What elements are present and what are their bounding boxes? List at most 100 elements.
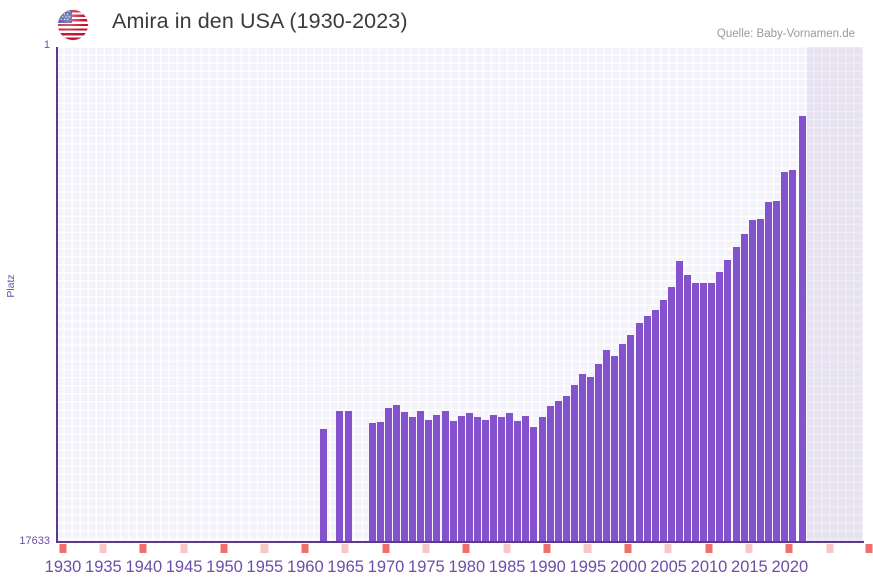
bar-2007[interactable] (684, 275, 692, 542)
bar-1983[interactable] (490, 415, 498, 542)
y-axis-top-tick-label: 1 (43, 39, 50, 51)
x-tick-mark-2020 (785, 544, 793, 553)
bar-1990[interactable] (546, 406, 554, 542)
bar-2006[interactable] (675, 261, 683, 542)
bar-2010[interactable] (708, 283, 716, 542)
bar-2004[interactable] (659, 300, 667, 542)
bar-1969[interactable] (376, 422, 384, 542)
bar-1997[interactable] (603, 350, 611, 542)
x-tick-label-1960: 1960 (286, 558, 324, 576)
x-tick-label-1935: 1935 (85, 558, 122, 576)
x-tick-label-1930: 1930 (44, 558, 82, 576)
bar-2001[interactable] (635, 323, 643, 542)
x-tick-mark-1950 (220, 544, 228, 553)
x-tick-mark-2010 (705, 544, 713, 553)
x-tick-label-2020: 2020 (771, 558, 809, 576)
bar-1968[interactable] (368, 423, 376, 542)
x-tick-label-1970: 1970 (367, 558, 405, 576)
bar-2013[interactable] (732, 247, 740, 542)
x-tick-mark-1945 (180, 544, 188, 553)
bar-1976[interactable] (433, 415, 441, 542)
bar-2014[interactable] (740, 234, 748, 542)
x-tick-label-2010: 2010 (690, 558, 728, 576)
x-tick-mark-1980 (462, 544, 470, 553)
x-tick-mark-1965 (341, 544, 349, 553)
chart-plot-area (56, 47, 863, 542)
y-axis-bottom-tick-label: 17633 (19, 535, 50, 547)
bar-2017[interactable] (764, 202, 772, 542)
bar-1978[interactable] (449, 421, 457, 542)
bar-2000[interactable] (627, 335, 635, 542)
bar-2002[interactable] (643, 316, 651, 542)
x-tick-label-1965: 1965 (327, 558, 364, 576)
bar-1985[interactable] (506, 413, 514, 542)
flag-gloss (58, 10, 88, 40)
bar-1973[interactable] (409, 417, 417, 542)
x-tick-mark (826, 544, 834, 553)
bar-1998[interactable] (611, 356, 619, 542)
bar-1982[interactable] (481, 420, 489, 542)
bar-2011[interactable] (716, 272, 724, 542)
bar-1987[interactable] (522, 416, 530, 542)
bar-1964[interactable] (336, 411, 344, 542)
x-tick-label-1995: 1995 (569, 558, 607, 576)
bar-1986[interactable] (514, 421, 522, 542)
page-title: Amira in den USA (1930-2023) (112, 9, 408, 33)
bar-1975[interactable] (425, 420, 433, 542)
bar-1965[interactable] (344, 411, 352, 542)
x-tick-label-2000: 2000 (609, 558, 647, 576)
bar-2012[interactable] (724, 260, 732, 542)
bar-2016[interactable] (756, 219, 764, 542)
no-data-shaded-region (807, 47, 863, 542)
bar-1988[interactable] (530, 427, 538, 542)
bar-2021[interactable] (798, 116, 806, 542)
x-tick-mark-1985 (503, 544, 511, 553)
bar-1981[interactable] (473, 417, 481, 542)
bar-1984[interactable] (498, 417, 506, 542)
bar-2003[interactable] (651, 310, 659, 542)
bar-1996[interactable] (595, 364, 603, 542)
bar-2019[interactable] (781, 172, 789, 542)
bar-1992[interactable] (562, 396, 570, 542)
bar-1995[interactable] (587, 377, 595, 542)
bar-1962[interactable] (320, 429, 328, 542)
flag-canton (58, 10, 72, 23)
bar-1991[interactable] (554, 401, 562, 542)
bar-1971[interactable] (393, 405, 401, 542)
x-tick-mark-1995 (583, 544, 592, 553)
bar-2015[interactable] (748, 220, 756, 542)
x-tick-mark-2000 (624, 544, 632, 553)
bar-2009[interactable] (700, 283, 708, 542)
bar-2020[interactable] (789, 170, 797, 542)
x-tick-mark-1955 (260, 544, 269, 553)
x-tick-label-1985: 1985 (488, 558, 526, 576)
bar-1972[interactable] (401, 412, 409, 542)
x-tick-mark-1975 (422, 544, 430, 553)
bar-1994[interactable] (578, 374, 586, 542)
x-tick-mark-1970 (382, 544, 390, 553)
x-tick-mark-2005 (664, 544, 672, 553)
x-tick-label-1950: 1950 (206, 558, 243, 576)
x-tick-label-2015: 2015 (731, 558, 768, 576)
x-tick-label-2005: 2005 (650, 558, 687, 576)
y-axis-title: Platz (5, 274, 17, 298)
bar-1974[interactable] (417, 411, 425, 542)
x-tick-mark-1940 (139, 544, 147, 553)
y-axis-line (56, 47, 58, 543)
x-tick-mark-2015 (745, 544, 753, 553)
bar-1989[interactable] (538, 417, 546, 542)
bar-1970[interactable] (384, 408, 392, 542)
bar-1977[interactable] (441, 411, 449, 542)
bar-2018[interactable] (772, 201, 780, 542)
bar-1980[interactable] (465, 413, 473, 542)
bar-1979[interactable] (457, 416, 465, 542)
source-attribution: Quelle: Baby-Vornamen.de (716, 28, 855, 40)
x-tick-mark-1930 (59, 544, 67, 553)
chart-header: Amira in den USA (1930-2023) Quelle: Bab… (0, 0, 873, 46)
bar-2005[interactable] (667, 287, 675, 542)
x-tick-label-1980: 1980 (448, 558, 486, 576)
bar-2008[interactable] (692, 283, 700, 542)
bar-1999[interactable] (619, 344, 627, 542)
bar-1993[interactable] (570, 385, 578, 542)
x-tick-mark-1935 (99, 544, 107, 553)
